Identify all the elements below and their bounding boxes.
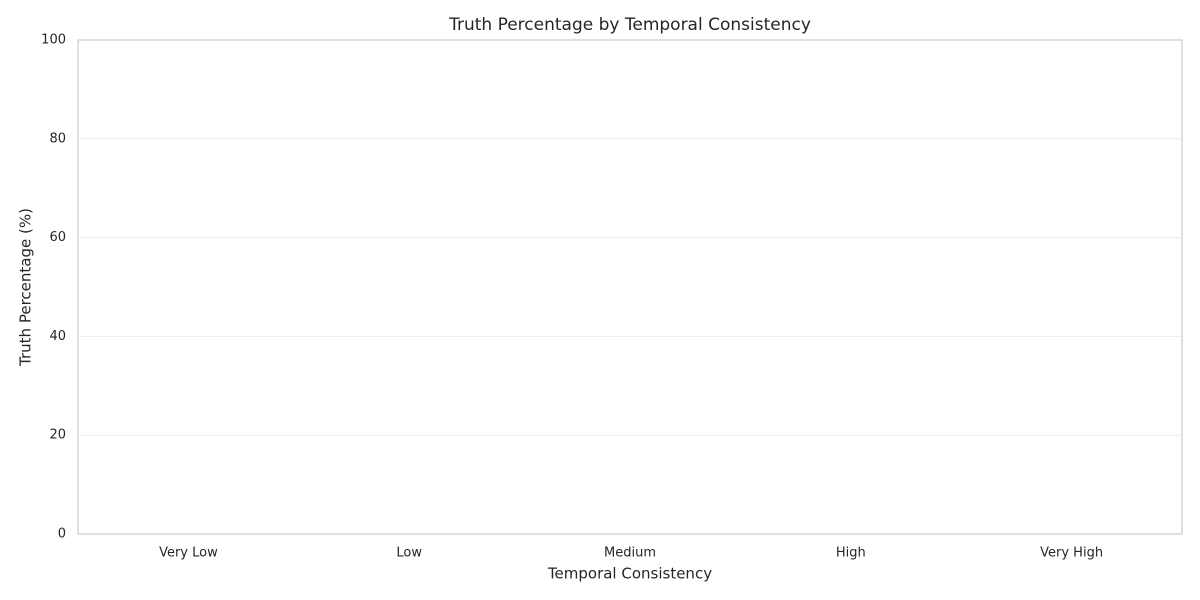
chart-title: Truth Percentage by Temporal Consistency: [448, 15, 811, 35]
y-tick-label: 40: [49, 329, 66, 344]
y-axis-label: Truth Percentage (%): [17, 208, 35, 367]
plot-frame: [77, 39, 1183, 535]
y-tick-label: 60: [49, 230, 66, 245]
y-tick-label: 0: [58, 527, 66, 542]
x-tick-label: Medium: [604, 546, 656, 561]
y-tick-label: 20: [49, 428, 66, 443]
x-tick-label: High: [836, 546, 866, 561]
x-tick-label: Very Low: [159, 546, 218, 561]
x-tick-label: Very High: [1040, 546, 1103, 561]
y-tick-label: 100: [41, 33, 66, 48]
y-tick-label: 80: [49, 131, 66, 146]
x-tick-label: Low: [396, 546, 422, 561]
x-axis-label: Temporal Consistency: [547, 565, 712, 583]
